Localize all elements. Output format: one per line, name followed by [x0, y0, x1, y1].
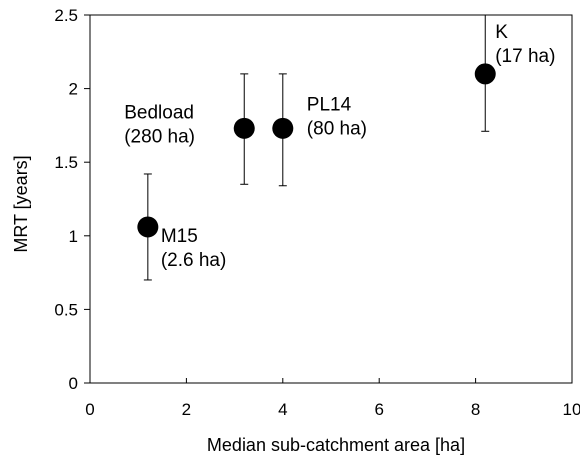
- y-tick-label: 2: [69, 80, 78, 99]
- data-point: [137, 216, 159, 238]
- y-tick-label: 0.5: [54, 300, 78, 319]
- plot-frame: [89, 14, 573, 384]
- point-sublabel: (2.6 ha): [161, 250, 226, 271]
- data-point: [272, 117, 294, 139]
- x-tick-label: 4: [278, 400, 287, 419]
- point-label: K: [495, 22, 508, 43]
- y-tick-label: 1.5: [54, 153, 78, 172]
- point-sublabel: (280 ha): [124, 126, 195, 147]
- point-sublabel: (80 ha): [307, 118, 367, 139]
- point-label: PL14: [307, 94, 352, 115]
- point-labels: M15 (2.6 ha) Bedload (280 ha) PL14 (80 ha) K (1…: [124, 22, 555, 271]
- x-tick-label: 8: [471, 400, 480, 419]
- x-tick-label: 2: [182, 400, 191, 419]
- y-tick-label: 0: [69, 374, 78, 393]
- point-sublabel: (17 ha): [495, 46, 555, 67]
- point-label: M15: [161, 226, 198, 247]
- x-axis-label: Median sub-catchment area [ha]: [207, 435, 465, 455]
- data-marks: [137, 14, 496, 281]
- x-tick-label: 0: [85, 400, 94, 419]
- plot-axes: 0 2 4 6 8 10 0 0.5 1 1.5 2 2.5: [54, 6, 580, 419]
- x-tick-label: 6: [374, 400, 383, 419]
- data-point: [474, 63, 496, 85]
- y-tick-label: 1: [69, 227, 78, 246]
- y-tick-label: 2.5: [54, 6, 78, 25]
- point-label: Bedload: [124, 102, 194, 123]
- data-point: [233, 117, 255, 139]
- y-axis-label: MRT [years]: [11, 155, 31, 252]
- x-tick-label: 10: [563, 400, 580, 419]
